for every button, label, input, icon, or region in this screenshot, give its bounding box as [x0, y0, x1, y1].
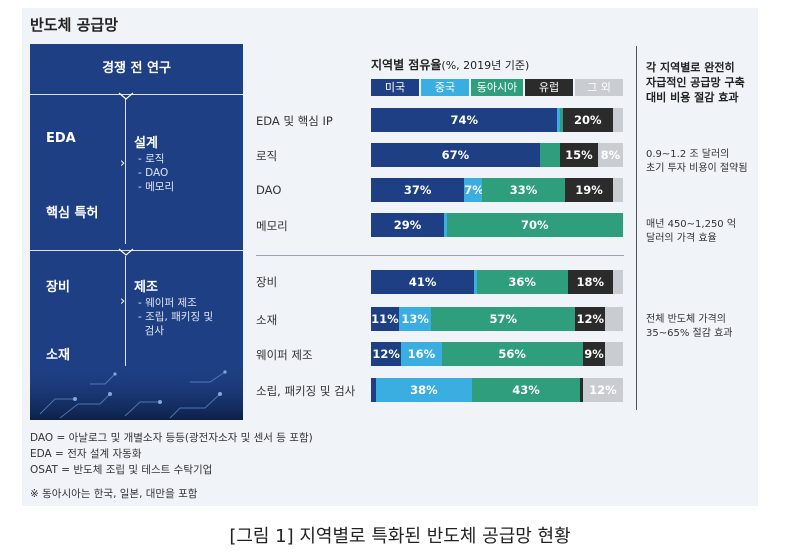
stage-design: 설계 [134, 136, 158, 151]
bar-segment-europe: 9% [582, 342, 606, 366]
bar-segment-east-asia: 43% [471, 378, 581, 402]
chevron-down-icon [118, 92, 134, 100]
bar-segment-other [605, 307, 623, 331]
bar-segment-other [612, 178, 623, 202]
bar-segment-europe: 19% [565, 178, 613, 202]
bar-segment-europe: 15% [560, 143, 598, 167]
footnote-dao: DAO = 아날로그 및 개별소자 등등(광전자소자 및 센서 등 포함) [30, 432, 313, 444]
legend-china: 중국 [421, 79, 469, 96]
stage-eda: EDA [46, 131, 76, 146]
bar-segment-east-asia: 57% [431, 307, 576, 331]
legend-us: 미국 [371, 79, 419, 96]
notes-header: 각 지역별로 완전히 자급적인 공급망 구축 대비 비용 절감 효과 [646, 61, 745, 104]
note-design: 0.9~1.2 조 달러의 초기 투자 비용이 절약됨 [646, 149, 748, 174]
bar-segment-other: 12% [582, 378, 623, 402]
bar-segment-china [474, 270, 477, 294]
chevron-right-icon: › [120, 294, 126, 309]
section-divider [256, 255, 624, 256]
bar-segment-china: 13% [398, 307, 432, 331]
figure-title: 반도체 공급망 [30, 16, 119, 34]
row-label-assembly: 소립, 패키징 및 검사 [256, 384, 356, 398]
footnote-eda: EDA = 전자 설계 자동화 [30, 448, 142, 460]
bar-segment-east-asia [560, 108, 563, 132]
note-memory: 매년 450~1,250 억 달러의 가격 효율 [646, 219, 737, 244]
legend-other: 그 외 [575, 79, 623, 96]
bar-segment-other [612, 108, 623, 132]
chart-title-main: 지역별 점유율 [371, 58, 442, 72]
row-label-equipment: 장비 [256, 275, 278, 289]
row-label-materials: 소재 [256, 313, 278, 327]
bar-segment-other: 8% [597, 143, 623, 167]
bar-segment-other [605, 342, 623, 366]
bar-segment-europe: 12% [575, 307, 606, 331]
bar-segment-europe [580, 378, 583, 402]
bar-segment-east-asia [539, 143, 560, 167]
row-label-dao: DAO [256, 183, 282, 197]
notes-divider [636, 46, 637, 410]
stage-materials: 소재 [46, 348, 70, 363]
row-label-eda: EDA 및 핵심 IP [256, 114, 333, 128]
bar-segment-china: 7% [464, 178, 482, 202]
bar-segment-china: 16% [401, 342, 442, 366]
divider [30, 94, 243, 95]
divider [125, 99, 126, 244]
figure-caption: [그림 1] 지역별로 특화된 반도체 공급망 현황 [229, 526, 571, 547]
bar-segment-us: 11% [371, 307, 399, 331]
bar-segment-east-asia: 70% [446, 213, 623, 237]
circuit-pattern-decoration [30, 364, 243, 420]
chevron-down-icon [118, 248, 134, 256]
bar-segment-us: 67% [371, 143, 540, 167]
row-label-logic: 로직 [256, 149, 278, 163]
bar-segment-us: 37% [371, 178, 465, 202]
footnote-east-asia: ※ 동아시아는 한국, 일본, 대만을 포함 [30, 488, 198, 500]
bar-segment-us: 41% [371, 270, 475, 294]
row-label-wafer: 웨이퍼 제조 [256, 348, 313, 362]
chevron-right-icon: › [120, 156, 126, 171]
bar-segment-east-asia: 56% [441, 342, 583, 366]
chart-title: 지역별 점유율(%, 2019년 기준) [371, 56, 529, 73]
chart-title-sub: (%, 2019년 기준) [441, 59, 530, 72]
bar-segment-us [371, 378, 377, 402]
divider [125, 256, 126, 366]
bar-segment-china: 38% [376, 378, 472, 402]
bar-segment-china [444, 213, 447, 237]
note-manufacturing: 전체 반도체 가격의 35~65% 절감 효과 [646, 314, 733, 339]
design-items: - 로직 - DAO - 메모리 [138, 153, 175, 193]
bar-segment-us: 12% [371, 342, 402, 366]
stage-manufacturing: 제조 [134, 280, 158, 295]
stage-core-patent: 핵심 특허 [46, 206, 99, 221]
bar-segment-east-asia: 36% [476, 270, 568, 294]
bar-segment-china [557, 108, 560, 132]
bar-segment-other [612, 270, 623, 294]
bar-segment-us: 74% [371, 108, 558, 132]
legend-europe: 유럽 [525, 79, 573, 96]
divider [30, 250, 243, 251]
bar-segment-europe: 20% [562, 108, 613, 132]
research-header: 경쟁 전 연구 [102, 61, 171, 76]
bar-segment-europe: 18% [567, 270, 613, 294]
bar-segment-us: 29% [371, 213, 445, 237]
manufacturing-items: - 웨이퍼 제조 - 조립, 패키징 및 검사 [138, 297, 214, 337]
bar-segment-east-asia: 33% [481, 178, 566, 202]
legend-east-asia: 동아시아 [471, 79, 523, 96]
footnote-osat: OSAT = 반도체 조립 및 테스트 수탁기업 [30, 464, 213, 476]
row-label-memory: 메모리 [256, 219, 288, 233]
stage-equipment: 장비 [46, 280, 70, 295]
supply-chain-stage-panel: 경쟁 전 연구 EDA 핵심 특허 › 설계 - 로직 - DAO - 메모리 … [30, 44, 243, 420]
